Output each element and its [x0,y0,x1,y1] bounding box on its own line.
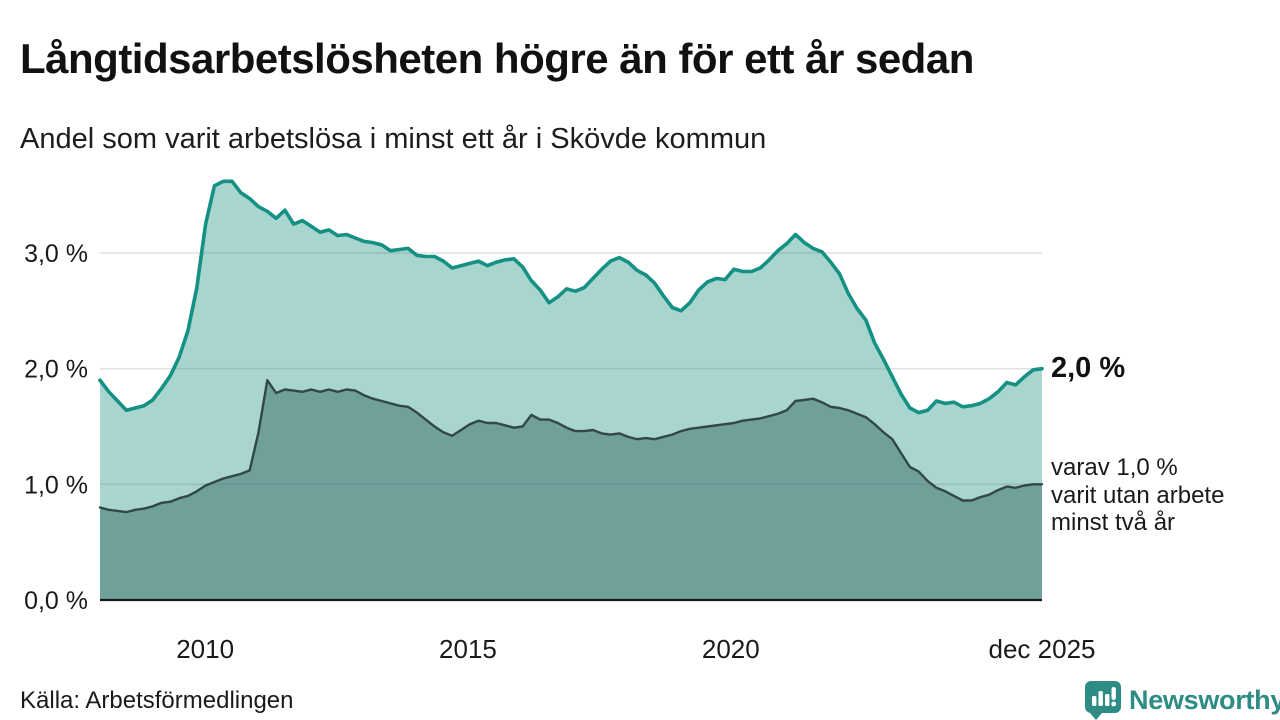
total-line [98,179,1044,415]
newsworthy-logo: Newsworthy [1084,680,1280,720]
two-year-annotation-line1: varav 1,0 % [1051,454,1178,481]
two-year-annotation: varav 1,0 % varit utan arbete minst två … [1051,454,1224,537]
two-year-line [98,379,1044,514]
x-tick-label: 2015 [439,634,497,664]
two-year-area-fill [100,380,1042,600]
page-title: Långtidsarbetslösheten högre än för ett … [20,35,974,83]
x-tick-label: dec 2025 [989,634,1096,664]
y-tick-label: 0,0 % [24,587,88,615]
y-tick-label: 1,0 % [24,471,88,499]
y-tick-label: 2,0 % [24,356,88,384]
y-tick-label: 3,0 % [24,240,88,268]
source-note: Källa: Arbetsförmedlingen [20,687,294,714]
newsworthy-logo-text: Newsworthy [1129,684,1280,715]
newsworthy-logo-icon [1084,680,1122,720]
total-end-value-label: 2,0 % [1051,352,1126,384]
page-subtitle: Andel som varit arbetslösa i minst ett å… [20,123,767,155]
x-tick-label: 2020 [702,634,760,664]
x-tick-label: 2010 [176,634,234,664]
two-year-annotation-line3: minst två år [1051,509,1176,536]
two-year-annotation-line2: varit utan arbete [1051,481,1225,509]
